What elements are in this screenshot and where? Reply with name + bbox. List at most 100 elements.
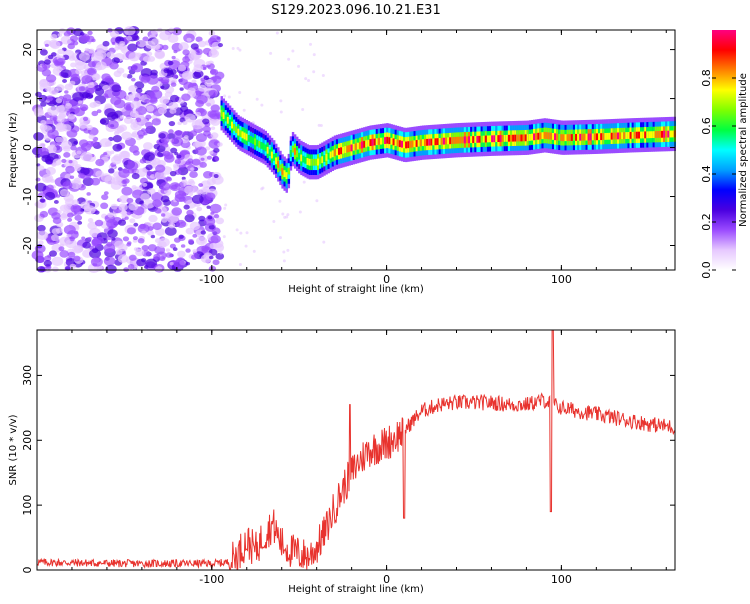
- spectrogram-cell: [269, 51, 273, 55]
- spectrogram-cell: [398, 140, 402, 148]
- spectrogram-cell: [587, 133, 591, 141]
- spectrogram-cell: [130, 100, 141, 109]
- spectrogram-cell: [209, 110, 221, 120]
- spectrogram-cell: [101, 80, 106, 84]
- spectrogram-cell: [453, 136, 456, 144]
- colorbar: 0.0 0.2 0.4 0.6 0.8 Normalized spectral ampl…: [700, 30, 749, 279]
- spectrogram-cell: [141, 230, 147, 235]
- colorbar-tick-label: 0.8: [700, 69, 713, 87]
- spectrogram-cell: [126, 161, 139, 171]
- spectrogram-cell: [82, 116, 89, 122]
- spectrogram-cell: [63, 224, 76, 235]
- spectrogram-cell: [75, 68, 82, 75]
- spectrogram-cell: [224, 114, 228, 122]
- spectrogram-cell: [279, 110, 283, 114]
- spectrogram-cell: [95, 61, 107, 71]
- spectrogram-cell: [70, 145, 77, 151]
- spectrogram-cell: [478, 135, 481, 143]
- spectrogram-cell: [67, 113, 76, 120]
- spectrogram-cell: [107, 212, 114, 218]
- spectrogram-cell: [72, 92, 85, 102]
- spectrogram-cell: [37, 266, 46, 273]
- spectrogram-cell: [434, 138, 437, 146]
- spectrogram-cell: [203, 216, 216, 226]
- spectrogram-cell: [145, 121, 153, 129]
- spectrogram-cell: [206, 178, 216, 186]
- spectrogram-cell: [165, 176, 171, 181]
- spectrogram-cell: [193, 70, 204, 78]
- spectrogram-cell: [449, 137, 452, 145]
- spectrogram-cell: [87, 218, 94, 223]
- spectrogram-cell: [238, 262, 242, 266]
- spectrogram-cell: [131, 63, 143, 73]
- spectrogram-cell: [102, 40, 110, 47]
- spectrogram-cell: [198, 84, 207, 92]
- spectrogram-cell: [275, 31, 279, 35]
- spectrogram-cell: [400, 140, 404, 148]
- spectrogram-cell: [171, 55, 176, 60]
- spectrogram-cell: [337, 147, 341, 155]
- spectrogram-cell: [60, 35, 72, 45]
- spectrogram-cell: [154, 208, 162, 214]
- spectrogram-cell: [94, 87, 105, 96]
- spectrogram-cell: [38, 147, 49, 156]
- spectrogram-cell: [289, 150, 293, 157]
- spectrogram-cell: [291, 145, 295, 153]
- spectrogram-cell: [184, 214, 195, 223]
- spectrogram-cell: [602, 133, 605, 140]
- spectrogram-cell: [491, 135, 494, 143]
- spectrogram-cell: [64, 90, 69, 94]
- spectrogram-cell: [543, 131, 546, 139]
- spectrogram-cell: [208, 255, 214, 260]
- spectrogram-cell: [185, 248, 191, 253]
- spectrogram-cell: [669, 130, 672, 138]
- spectrogram-cell: [154, 49, 165, 59]
- spectrogram-cell: [499, 135, 502, 142]
- spectrogram-cell: [482, 135, 486, 143]
- spectrogram-cell: [382, 137, 385, 145]
- spectrogram-cells: [31, 26, 677, 274]
- spectrogram-cell: [160, 213, 166, 217]
- spectrogram-cell: [126, 227, 136, 235]
- spectrogram-cell: [195, 146, 207, 156]
- spectrogram-cell: [255, 97, 259, 101]
- spectrogram-cell: [514, 134, 517, 142]
- spectrogram-cell: [90, 177, 101, 186]
- spectrogram-cell: [80, 151, 93, 162]
- spectrogram-cell: [251, 137, 255, 145]
- spectrogram-cell: [128, 202, 139, 211]
- spectrogram-cell: [260, 187, 264, 191]
- spectrogram-cell: [128, 84, 138, 93]
- spectrogram-cell: [142, 36, 149, 42]
- spectrogram-cell: [68, 160, 73, 164]
- spectrogram-cell: [207, 215, 213, 220]
- spectrogram-cell: [183, 204, 190, 210]
- spectrogram-cell: [237, 128, 240, 136]
- spectrogram-cell: [239, 231, 243, 235]
- spectrogram-cell: [55, 136, 63, 143]
- spectrogram-cell: [522, 134, 525, 142]
- spectrogram-cell: [275, 157, 278, 165]
- spectrogram-cell: [148, 214, 158, 223]
- spectrogram-cell: [44, 191, 56, 201]
- spectrogram-cell: [94, 219, 104, 227]
- spectrogram-cell: [140, 75, 151, 83]
- spectrogram-cell: [625, 132, 628, 139]
- spectrogram-cell: [455, 136, 458, 144]
- spectrogram-cell: [108, 168, 115, 174]
- spectrogram-cell: [194, 48, 203, 56]
- spectrogram-cell: [346, 145, 349, 153]
- spectrogram-cell: [309, 42, 313, 46]
- spectrogram-cell: [131, 172, 140, 180]
- spectrogram-cell: [310, 158, 314, 166]
- spectrogram-cell: [169, 261, 174, 266]
- spectrogram-cell: [81, 106, 87, 112]
- spectrogram-cell: [239, 130, 242, 138]
- spectrogram-cell: [564, 134, 567, 142]
- spectrogram-cell: [152, 199, 162, 208]
- spectrogram-cell: [127, 241, 132, 245]
- spectrogram-cell: [331, 150, 335, 158]
- spectrogram-cell: [38, 240, 44, 245]
- spectrogram-cell: [48, 87, 59, 95]
- spectrogram-cell: [430, 138, 433, 146]
